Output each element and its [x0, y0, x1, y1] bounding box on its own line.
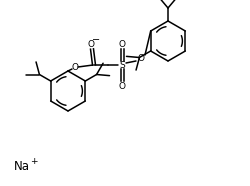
Text: +: + — [30, 158, 38, 166]
Text: O: O — [118, 39, 126, 49]
Text: O: O — [118, 81, 126, 91]
Text: −: − — [92, 35, 100, 45]
Text: O: O — [88, 39, 94, 49]
Text: S: S — [119, 60, 125, 70]
Text: Na: Na — [14, 160, 30, 172]
Text: O: O — [138, 54, 144, 62]
Text: O: O — [72, 62, 78, 71]
